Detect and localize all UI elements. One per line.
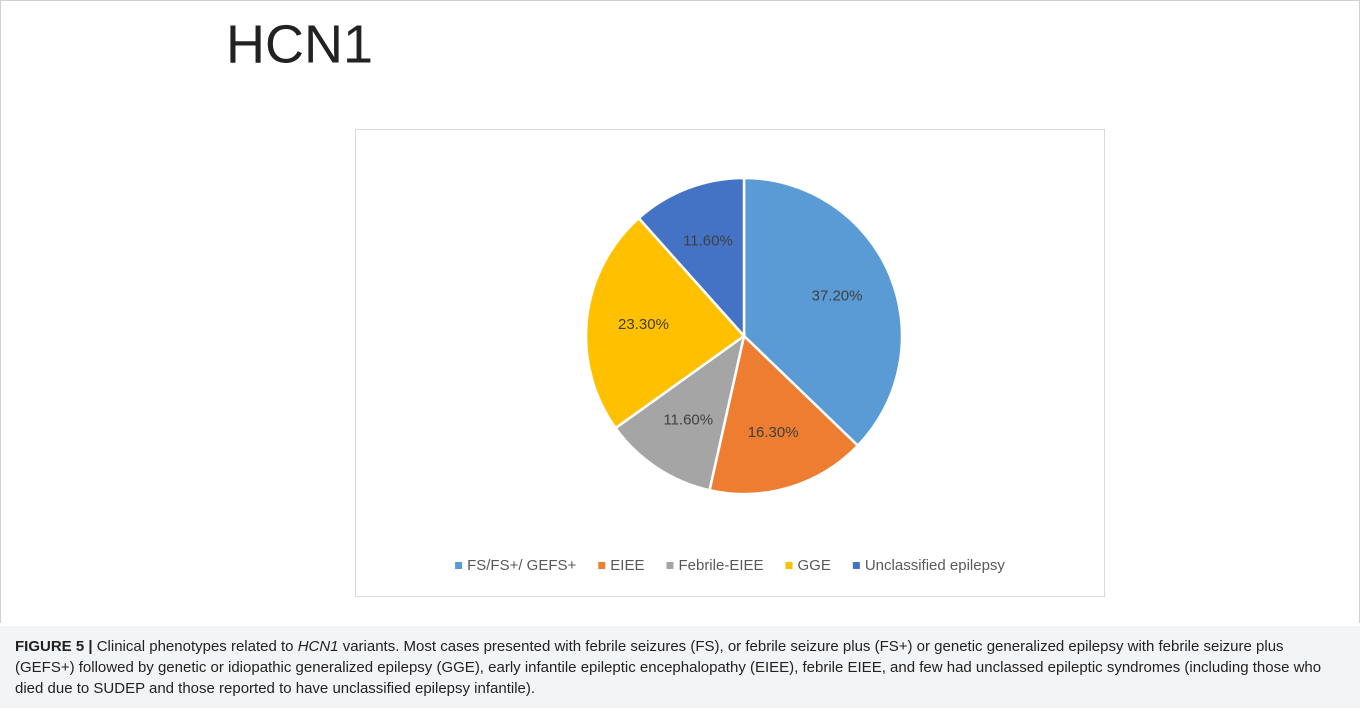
legend-swatch [785,562,793,569]
pie-slice [708,333,860,496]
pie-slice [584,216,746,430]
data-label: 11.60% [663,411,713,428]
figure: HCN1 37.20% 16.30% 11.60% 23.30% 11.60% FS/FS… [0,0,1360,623]
caption-text: variants. Most cases presented with febr… [15,638,1322,697]
pie-slice [613,333,746,492]
legend-swatch [852,562,860,569]
caption-text: Clinical phenotypes related to [96,638,298,655]
data-label: 23.30% [618,316,669,333]
legend-label: GGE [798,557,831,574]
legend-swatch [598,562,606,569]
data-label: 16.30% [748,424,799,441]
legend-label: Febrile-EIEE [678,557,763,574]
legend-swatch [666,562,674,569]
caption-gene: HCN1 [297,638,339,655]
legend-label: EIEE [610,557,644,574]
pie-slice [637,176,746,340]
chart-title: HCN1 [226,14,373,74]
pie-slice [742,176,904,448]
data-label: 37.20% [812,287,863,304]
legend-swatch [455,562,463,569]
legend-label: Unclassified epilepsy [865,557,1006,574]
caption: FIGURE 5 | Clinical phenotypes related t… [0,626,1360,708]
chart: HCN1 37.20% 16.30% 11.60% 23.30% 11.60% FS/FS… [226,14,1105,597]
data-label: 11.60% [683,232,733,249]
caption-label: FIGURE 5 | [15,638,93,655]
legend-label: FS/FS+/ GEFS+ [467,557,576,574]
